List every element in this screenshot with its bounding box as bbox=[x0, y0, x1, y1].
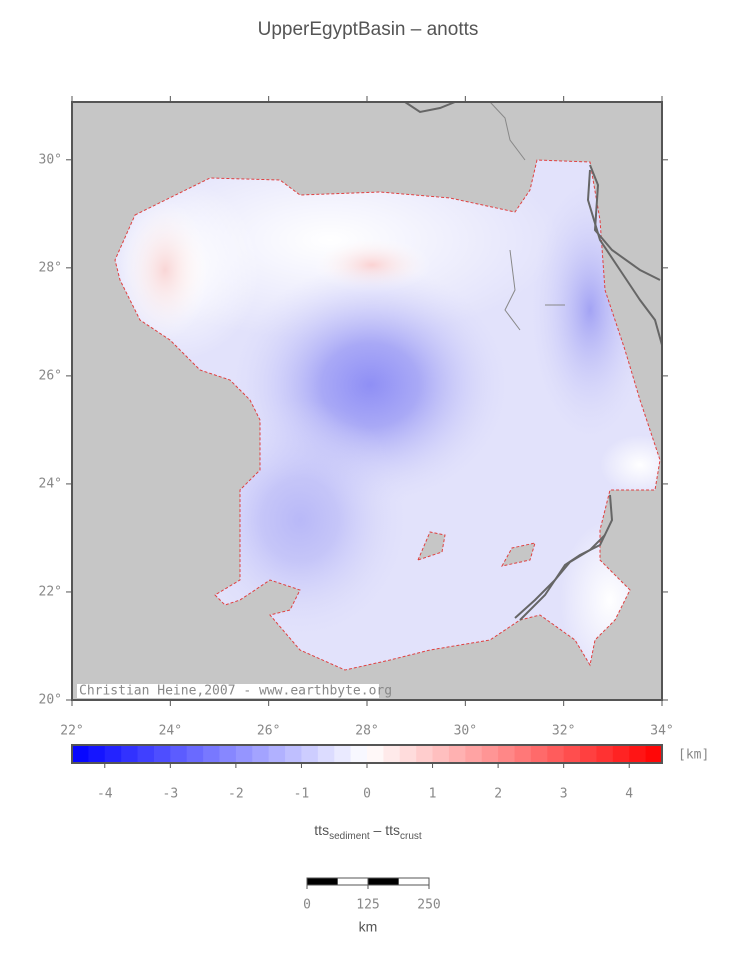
colorbar-tick-label: -4 bbox=[97, 787, 113, 802]
scalebar-unit: km bbox=[359, 919, 378, 935]
colorbar-cell bbox=[235, 745, 253, 763]
colorbar-tick-label: 2 bbox=[494, 787, 502, 802]
colorbar-cell bbox=[285, 745, 302, 763]
scalebar-segment bbox=[337, 877, 369, 886]
colorbar-cell bbox=[448, 745, 466, 763]
rivers bbox=[489, 101, 565, 331]
colorbar-cell bbox=[301, 745, 319, 763]
scalebar-segment bbox=[306, 877, 338, 886]
colorbar-cell bbox=[88, 745, 106, 763]
y-tick-label: 28° bbox=[39, 260, 62, 275]
colorbar-cell bbox=[612, 745, 630, 763]
colorbar-cell bbox=[367, 745, 384, 763]
caption-sub: crust bbox=[400, 831, 422, 842]
colorbar-cell bbox=[530, 745, 548, 763]
caption-part: – tts bbox=[370, 822, 400, 838]
colorbar-cell bbox=[268, 745, 286, 763]
colorbar-tick-label: 3 bbox=[560, 787, 568, 802]
colorbar-cell bbox=[137, 745, 155, 763]
colorbar-tick-label: -2 bbox=[228, 787, 244, 802]
colorbar-cell bbox=[514, 745, 532, 763]
colorbar-cell bbox=[219, 745, 237, 763]
basin-holes bbox=[417, 531, 536, 567]
caption-sub: sediment bbox=[329, 831, 370, 842]
colorbar-tick-label: -1 bbox=[294, 787, 310, 802]
x-tick-label: 28° bbox=[355, 724, 378, 739]
colorbar-cell bbox=[416, 745, 434, 763]
colorbar-cell bbox=[383, 745, 401, 763]
colorbar-cell bbox=[203, 745, 220, 763]
x-tick-label: 26° bbox=[257, 724, 280, 739]
colorbar-caption: ttssediment – ttscrust bbox=[314, 822, 422, 842]
scalebar-label: 125 bbox=[356, 898, 379, 913]
colorbar-cell bbox=[121, 745, 139, 763]
colorbar-cell bbox=[481, 745, 499, 763]
coastlines bbox=[404, 101, 663, 621]
map-title: UpperEgyptBasin – anotts bbox=[258, 19, 479, 40]
colorbar-cell bbox=[465, 745, 483, 763]
colorbar-cell bbox=[596, 745, 614, 763]
scalebar-label: 250 bbox=[417, 898, 440, 913]
y-tick-label: 20° bbox=[39, 693, 62, 708]
colorbar-cell bbox=[432, 745, 450, 763]
caption-part: tts bbox=[314, 822, 329, 838]
scalebar-segment bbox=[398, 877, 430, 886]
scalebar-segment bbox=[367, 877, 399, 886]
y-tick-label: 30° bbox=[39, 152, 62, 167]
colorbar-tick-label: -3 bbox=[163, 787, 179, 802]
colorbar-tick-label: 1 bbox=[429, 787, 437, 802]
colorbar-cell bbox=[153, 745, 171, 763]
x-tick-label: 24° bbox=[159, 724, 182, 739]
colorbar-cell bbox=[252, 745, 270, 763]
colorbar-cell bbox=[399, 745, 417, 763]
colorbar-cell bbox=[580, 745, 597, 763]
y-tick-label: 24° bbox=[39, 476, 62, 491]
colorbar-cell bbox=[72, 745, 89, 763]
colorbar-tick-label: 4 bbox=[625, 787, 633, 802]
colorbar-cell bbox=[645, 745, 663, 763]
colorbar-tick-label: 0 bbox=[363, 787, 371, 802]
colorbar-cell bbox=[629, 745, 647, 763]
colorbar-cell bbox=[317, 745, 335, 763]
colorbar-cell bbox=[334, 745, 352, 763]
credit: Christian Heine,2007 - www.earthbyte.org bbox=[79, 684, 392, 699]
y-tick-label: 22° bbox=[39, 584, 62, 599]
x-tick-label: 32° bbox=[552, 724, 575, 739]
colorbar-cell bbox=[104, 745, 122, 763]
x-tick-label: 22° bbox=[60, 724, 83, 739]
colorbar-cell bbox=[350, 745, 368, 763]
credit-box bbox=[77, 684, 379, 698]
anomaly-field bbox=[115, 160, 660, 670]
colorbar-cell bbox=[563, 745, 581, 763]
colorbar-cell bbox=[170, 745, 188, 763]
scalebar-label: 0 bbox=[303, 898, 311, 913]
colorbar-unit: [km] bbox=[678, 748, 709, 763]
colorbar-cell bbox=[498, 745, 515, 763]
colorbar-cell bbox=[547, 745, 565, 763]
y-tick-label: 26° bbox=[39, 368, 62, 383]
colorbar-cell bbox=[186, 745, 204, 763]
x-tick-label: 30° bbox=[454, 724, 477, 739]
x-tick-label: 34° bbox=[650, 724, 673, 739]
